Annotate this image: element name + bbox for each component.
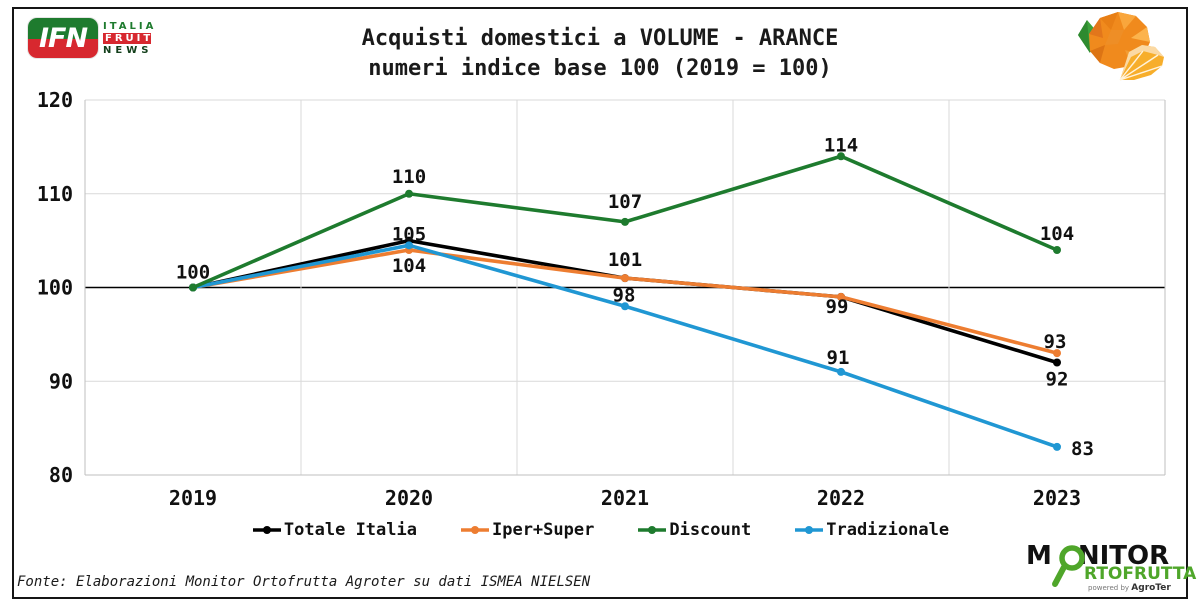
data-label-discount: 104 bbox=[1040, 223, 1074, 245]
data-point-tradizionale bbox=[837, 367, 845, 376]
chart-legend: Totale Italia Iper+Super Discount Tradizion… bbox=[0, 520, 1200, 540]
data-label-totale-italia: 101 bbox=[608, 249, 642, 271]
legend-marker-iper-super bbox=[460, 526, 489, 534]
data-point-iper-super bbox=[1053, 349, 1061, 358]
legend-marker-totale-italia bbox=[252, 526, 281, 534]
legend-marker-tradizionale bbox=[795, 526, 824, 534]
y-tick-label: 90 bbox=[49, 369, 73, 393]
x-tick-label: 2019 bbox=[169, 486, 217, 510]
ifn-word-news: NEWS bbox=[103, 44, 153, 56]
data-label-totale-italia: 99 bbox=[826, 296, 849, 318]
x-tick-label: 2020 bbox=[385, 486, 433, 510]
data-point-iper-super bbox=[837, 292, 845, 301]
legend-item-iper-super: Iper+Super bbox=[459, 520, 594, 540]
ifn-word-italia: ITALIA bbox=[103, 20, 157, 32]
chart-title-line1: Acquisti domestici a VOLUME - ARANCE bbox=[361, 26, 839, 51]
monitor-wordmark-line2: RTOFRUTTA bbox=[1084, 564, 1197, 584]
x-tick-label: 2021 bbox=[601, 486, 649, 510]
chart-frame-border bbox=[12, 7, 1188, 599]
orange-fruit-icon bbox=[1078, 12, 1164, 81]
ifn-word-fruit: FRUIT bbox=[103, 32, 154, 44]
legend-label-iper-super: Iper+Super bbox=[491, 520, 595, 540]
legend-item-totale-italia: Totale Italia bbox=[251, 520, 417, 540]
data-point-discount bbox=[405, 189, 413, 198]
y-tick-label: 120 bbox=[37, 88, 73, 112]
legend-item-discount: Discount bbox=[636, 520, 751, 540]
ifn-wordmark: ITALIA FRUIT NEWS bbox=[103, 21, 156, 56]
source-note: Fonte: Elaborazioni Monitor Ortofrutta A… bbox=[17, 574, 591, 590]
data-point-discount bbox=[621, 217, 629, 226]
monitor-ortofrutta-logo: M NITOR RTOFRUTTA powered by AgroTer bbox=[1018, 543, 1196, 593]
x-tick-label: 2022 bbox=[817, 486, 865, 510]
ifn-logo: IFN ITALIA FRUIT NEWS bbox=[28, 18, 156, 58]
y-tick-label: 110 bbox=[37, 182, 73, 206]
data-point-discount bbox=[1053, 246, 1061, 254]
data-point-iper-super bbox=[621, 274, 629, 283]
ifn-badge: IFN bbox=[28, 18, 98, 58]
legend-item-tradizionale: Tradizionale bbox=[793, 520, 949, 540]
data-label-iper-super: 93 bbox=[1044, 331, 1067, 353]
monitor-wordmark-line1: M NITOR bbox=[1026, 543, 1169, 569]
data-point-totale-italia bbox=[1053, 358, 1061, 367]
data-label-totale-italia: 100 bbox=[176, 262, 210, 284]
chart-title-line2: numeri indice base 100 (2019 = 100) bbox=[368, 56, 832, 81]
data-label-discount: 107 bbox=[608, 191, 642, 213]
monitor-letter-m: M bbox=[1026, 541, 1052, 571]
powered-by-agroter: powered by AgroTer bbox=[1088, 583, 1171, 593]
legend-marker-discount bbox=[638, 526, 667, 534]
x-tick-label: 2023 bbox=[1033, 486, 1081, 510]
legend-label-discount: Discount bbox=[669, 520, 752, 540]
magnifier-icon bbox=[1052, 545, 1085, 587]
y-tick-label: 100 bbox=[37, 276, 73, 300]
data-label-totale-italia: 105 bbox=[392, 224, 426, 246]
data-point-discount bbox=[837, 152, 845, 161]
data-label-tradizionale: 91 bbox=[827, 347, 850, 369]
monitor-letters-nitor: NITOR bbox=[1077, 541, 1170, 571]
ifn-acronym: IFN bbox=[38, 22, 88, 54]
data-label-totale-italia: 92 bbox=[1046, 369, 1069, 391]
data-label-tradizionale: 98 bbox=[613, 284, 636, 306]
data-label-discount: 114 bbox=[824, 134, 858, 156]
data-point-tradizionale bbox=[621, 302, 629, 311]
data-point-discount bbox=[189, 283, 197, 292]
data-label-iper-super: 104 bbox=[392, 255, 426, 277]
y-tick-label: 80 bbox=[49, 463, 73, 487]
data-label-tradizionale: 83 bbox=[1071, 438, 1094, 460]
legend-label-tradizionale: Tradizionale bbox=[826, 520, 950, 540]
legend-label-totale-italia: Totale Italia bbox=[283, 520, 417, 540]
data-point-tradizionale bbox=[405, 241, 413, 250]
data-label-discount: 110 bbox=[392, 166, 426, 188]
chart-title: Acquisti domestici a VOLUME - ARANCE num… bbox=[0, 24, 1200, 84]
data-point-tradizionale bbox=[1053, 442, 1061, 451]
